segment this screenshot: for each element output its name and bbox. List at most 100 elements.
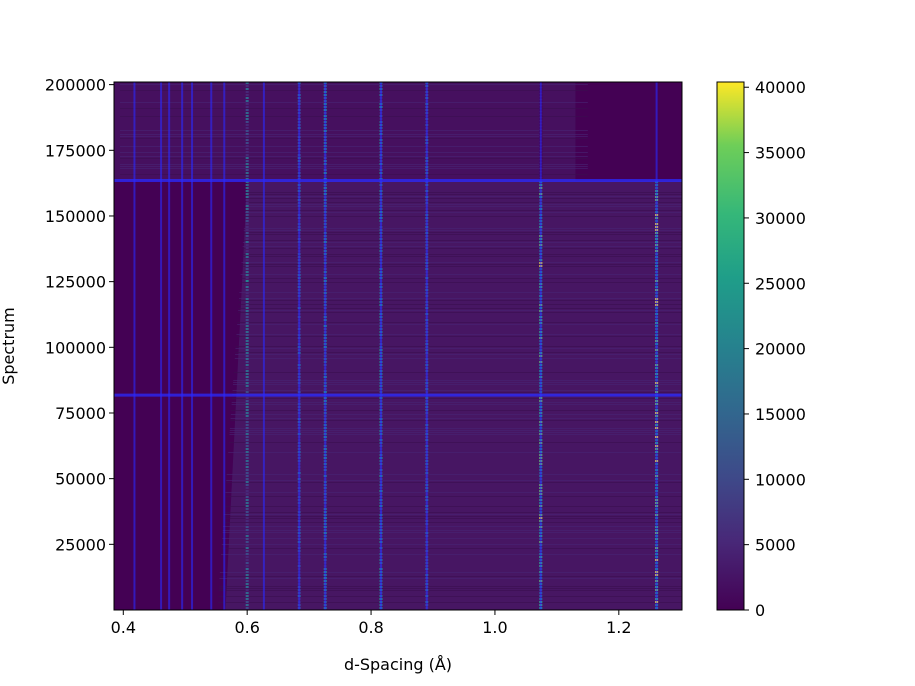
- heatmap-row: [246, 196, 682, 197]
- peak-pixel: [245, 217, 249, 219]
- peak-pixel: [245, 124, 249, 126]
- peak-pixel: [245, 532, 249, 534]
- heatmap-row: [229, 430, 682, 431]
- peak-pixel: [245, 430, 249, 432]
- heatmap-row: [222, 538, 682, 539]
- peak-pixel: [245, 466, 249, 468]
- peak-pixel: [245, 247, 249, 249]
- heatmap-row: [240, 278, 682, 279]
- x-tick-label: 0.6: [234, 618, 259, 637]
- peak-pixel: [245, 520, 249, 522]
- peak-pixel: [245, 271, 249, 273]
- heatmap-row: [245, 198, 682, 199]
- peak-pixel: [245, 202, 249, 204]
- peak-pixel: [245, 280, 249, 282]
- peak-pixel: [245, 169, 249, 171]
- y-tick-label: 75000: [55, 404, 106, 423]
- peak-pixel: [245, 145, 249, 147]
- peak-pixel: [245, 604, 249, 606]
- heatmap-row: [237, 312, 682, 313]
- peak-pixel: [245, 412, 249, 414]
- heatmap-row: [226, 482, 682, 483]
- heatmap-row: [120, 174, 588, 175]
- peak-pixel: [245, 358, 249, 360]
- heatmap-row: [219, 572, 682, 573]
- colorbar-tick-label: 35000: [755, 144, 806, 163]
- peak-pixel: [245, 184, 249, 186]
- peak-pixel: [245, 505, 249, 507]
- heatmap-row: [233, 372, 682, 373]
- heatmap-row: [221, 548, 682, 549]
- peak-pixel: [245, 391, 249, 393]
- heatmap-row: [120, 138, 588, 139]
- heatmap-row: [120, 108, 588, 109]
- peak-pixel: [245, 463, 249, 465]
- peak-pixel: [245, 418, 249, 420]
- heatmap-row: [222, 532, 682, 533]
- heatmap-row: [243, 232, 682, 233]
- peak-pixel: [245, 139, 249, 141]
- peak-pixel: [245, 232, 249, 234]
- heatmap-row: [241, 262, 682, 263]
- heatmap-row: [120, 166, 588, 167]
- heatmap-row: [233, 380, 682, 381]
- heatmap-row: [242, 242, 682, 243]
- heatmap-row: [238, 308, 682, 309]
- heatmap-row: [246, 194, 682, 195]
- peak-pixel: [245, 310, 249, 312]
- heatmap-row: [120, 90, 588, 91]
- peak-pixel: [245, 397, 249, 399]
- peak-pixel: [245, 193, 249, 195]
- peak-pixel: [245, 115, 249, 117]
- peak-pixel: [245, 154, 249, 156]
- heatmap-row: [222, 530, 682, 531]
- peak-pixel: [245, 601, 249, 603]
- heatmap-row: [120, 168, 588, 169]
- heatmap-row: [235, 346, 682, 347]
- peak-pixel: [245, 379, 249, 381]
- peak-pixel: [245, 352, 249, 354]
- peak-pixel: [245, 109, 249, 111]
- x-tick-label: 1.2: [606, 618, 631, 637]
- peak-pixel: [245, 550, 249, 552]
- peak-pixel: [245, 331, 249, 333]
- heatmap-row: [232, 384, 682, 385]
- peak-pixel: [245, 589, 249, 591]
- peak-pixel: [245, 568, 249, 570]
- peak-pixel: [245, 178, 249, 180]
- peak-pixel: [245, 490, 249, 492]
- heatmap-row: [219, 576, 682, 577]
- peak-pixel: [245, 295, 249, 297]
- peak-pixel: [245, 337, 249, 339]
- peak-pixel: [245, 97, 249, 99]
- heatmap-row: [246, 192, 682, 193]
- peak-pixel: [245, 577, 249, 579]
- peak-pixel: [245, 436, 249, 438]
- heatmap-row: [120, 156, 588, 157]
- peak-pixel: [245, 406, 249, 408]
- peak-pixel: [245, 403, 249, 405]
- peak-pixel: [245, 427, 249, 429]
- peak-pixel: [245, 343, 249, 345]
- peak-pixel: [245, 199, 249, 201]
- peak-pixel: [245, 529, 249, 531]
- peak-pixel: [245, 88, 249, 90]
- peak-pixel: [245, 454, 249, 456]
- heatmap-row: [228, 452, 682, 453]
- heatmap-row: [237, 322, 682, 323]
- peak-pixel: [245, 400, 249, 402]
- peak-pixel: [245, 517, 249, 519]
- peak-pixel: [245, 376, 249, 378]
- heatmap-row: [226, 474, 682, 475]
- peak-pixel: [245, 121, 249, 123]
- peak-pixel: [245, 286, 249, 288]
- peak-pixel: [245, 544, 249, 546]
- heatmap-row: [243, 230, 682, 231]
- peak-pixel: [245, 103, 249, 105]
- peak-pixel: [245, 220, 249, 222]
- peak-pixel: [245, 160, 249, 162]
- heatmap-row: [120, 136, 588, 137]
- heatmap-row: [244, 216, 682, 217]
- y-axis-label: Spectrum: [0, 307, 18, 385]
